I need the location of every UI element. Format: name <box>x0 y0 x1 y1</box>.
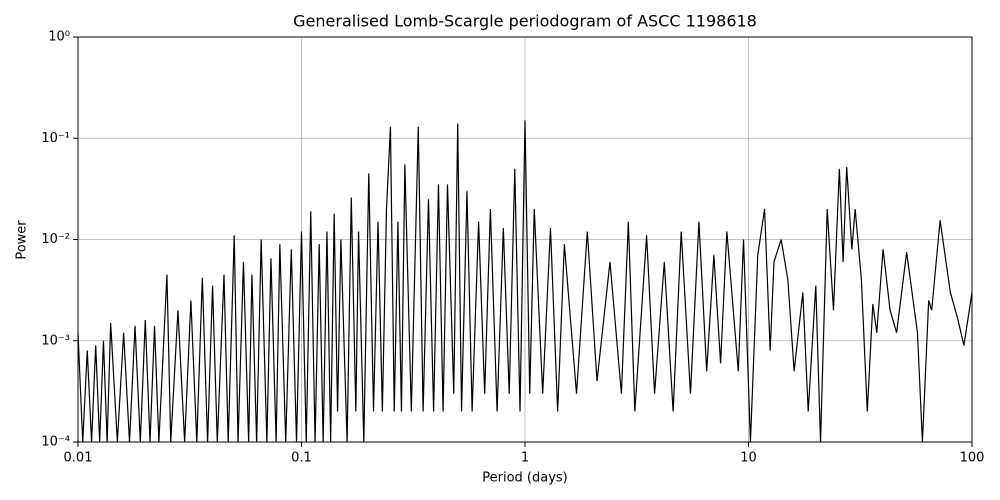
periodogram-line <box>78 120 972 442</box>
y-axis-label: Power <box>15 220 30 260</box>
y-tick-label: 10⁻⁴ <box>41 435 70 450</box>
plot-frame <box>77 36 973 443</box>
x-tick-label: 100 <box>960 451 985 466</box>
chart-title: Generalised Lomb-Scargle periodogram of … <box>293 12 757 31</box>
x-tick-label: 10 <box>740 451 757 466</box>
x-tick-label: 0.1 <box>291 451 312 466</box>
x-tick-label: 0.01 <box>64 451 93 466</box>
x-axis-label: Period (days) <box>482 471 568 486</box>
y-tick-label: 10⁻² <box>41 232 70 247</box>
x-tick-label: 1 <box>521 451 529 466</box>
y-tick-label: 10⁻³ <box>41 333 70 348</box>
y-tick-label: 10⁰ <box>48 30 70 45</box>
y-tick-label: 10⁻¹ <box>41 131 70 146</box>
